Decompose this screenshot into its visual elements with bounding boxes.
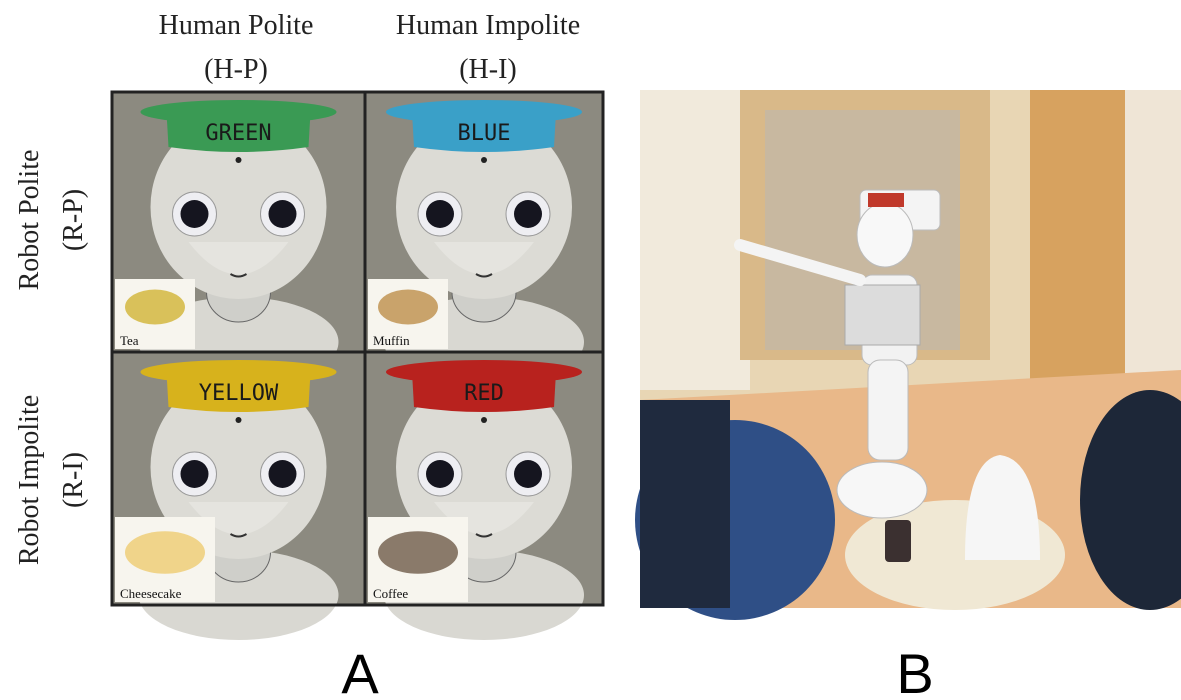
robot-pupil [426, 460, 454, 488]
robot-chin [434, 242, 534, 275]
robot-pupil [514, 200, 542, 228]
hat-band [166, 112, 311, 152]
food-label: Coffee [373, 586, 408, 601]
food-image [125, 289, 185, 325]
column-code: (H-P) [204, 54, 268, 85]
grid-border [110, 90, 605, 607]
robot-sensor [481, 157, 487, 163]
robot-head [396, 115, 572, 299]
hat-label: BLUE [458, 121, 511, 146]
robot-mouth [475, 533, 493, 538]
hat-label: RED [464, 381, 504, 406]
food-image [378, 289, 438, 325]
row-code: (R-I) [58, 452, 89, 508]
row-header: Robot Impolite [14, 395, 45, 565]
robot-pupil [268, 200, 297, 228]
robot-mouth [475, 273, 493, 278]
robot-mouth [229, 273, 248, 278]
food-image [378, 531, 458, 574]
robot-pupil [268, 460, 297, 488]
hat-label: YELLOW [199, 381, 279, 406]
robot-sensor [235, 157, 242, 163]
column-code: (H-I) [459, 54, 517, 85]
robot-pupil [426, 200, 454, 228]
food-image [125, 531, 205, 574]
hat-label: GREEN [205, 121, 271, 146]
column-header: Human Impolite [396, 10, 580, 41]
robot-pupil [514, 460, 542, 488]
row-code: (R-P) [58, 189, 89, 251]
food-label: Cheesecake [120, 586, 182, 601]
food-label: Muffin [373, 333, 410, 348]
room-photo [635, 90, 1181, 620]
robot-mouth [229, 533, 248, 538]
hat-band [412, 372, 556, 412]
robot-head [150, 375, 327, 559]
robot-head [150, 115, 327, 299]
food-label: Tea [120, 333, 139, 348]
robot-sensor [235, 417, 242, 423]
panel-label: A [341, 642, 379, 700]
panel-label: B [896, 642, 933, 700]
robot-head [396, 375, 572, 559]
robot-chin [188, 242, 289, 275]
robot-sensor [481, 417, 487, 423]
robot-pupil [180, 460, 209, 488]
hat-band [412, 112, 556, 152]
robot-pupil [180, 200, 209, 228]
column-header: Human Polite [159, 10, 314, 41]
robot-grid: GREEN Tea BLUE Muffin YELLOW Cheesecake RED Cof… [112, 92, 603, 640]
hat-band [166, 372, 311, 412]
row-header: Robot Polite [14, 150, 45, 291]
